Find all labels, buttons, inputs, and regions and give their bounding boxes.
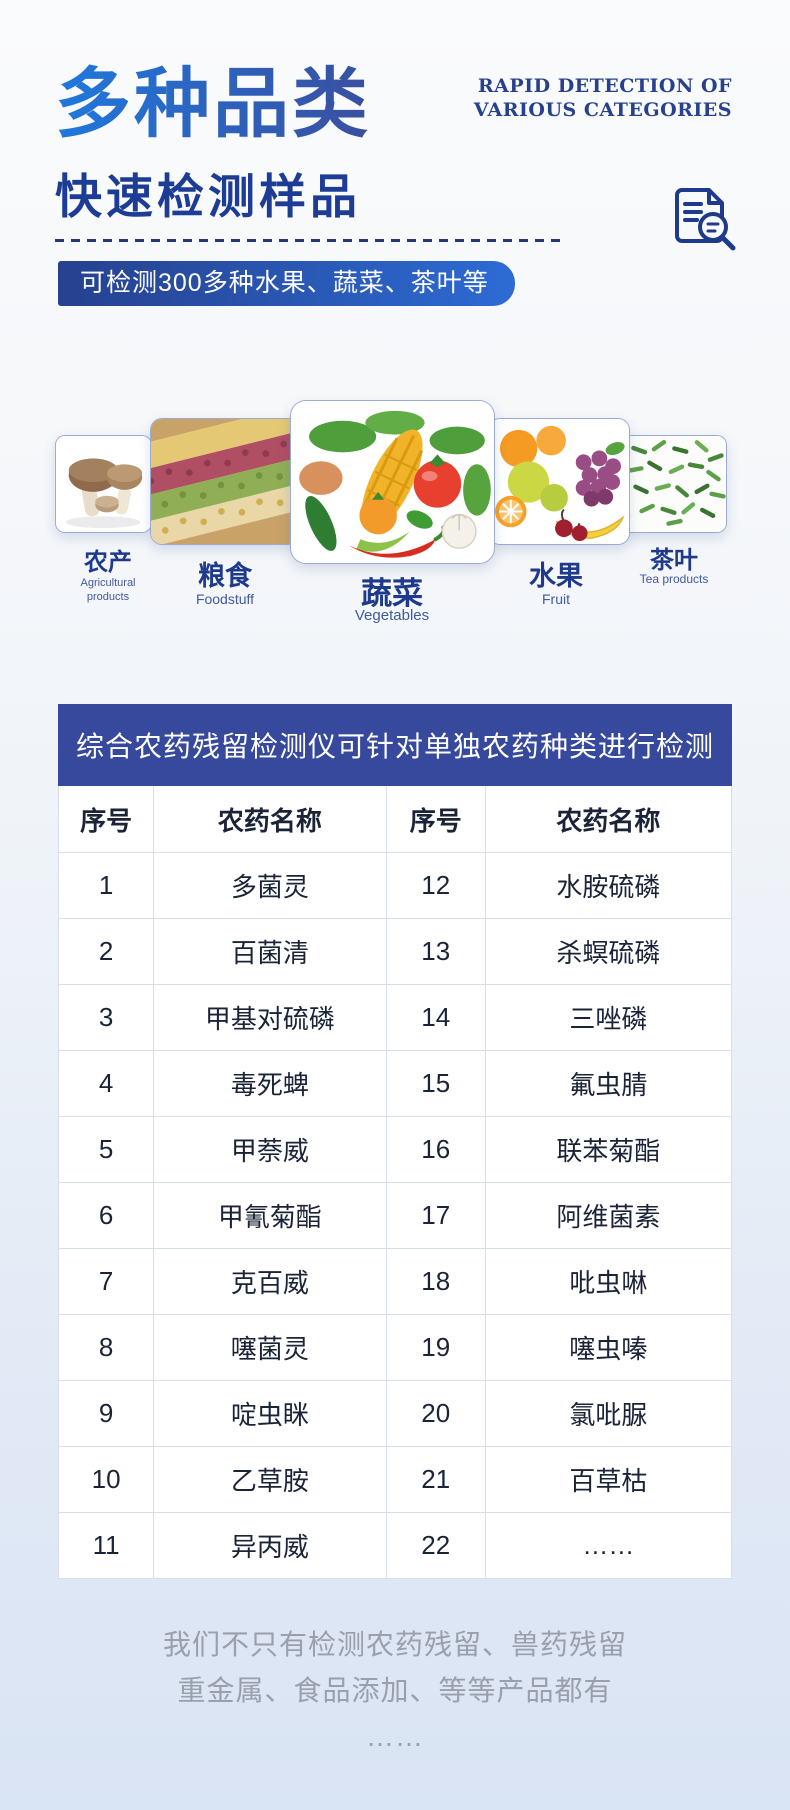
category-sublabel-agricultural: Agricultural products xyxy=(80,577,136,603)
serial-cell: 21 xyxy=(386,1447,485,1512)
capability-banner: 可检测300多种水果、蔬菜、茶叶等 xyxy=(58,261,515,306)
column-header-serial-right: 序号 xyxy=(386,786,485,852)
serial-cell: 3 xyxy=(59,985,154,1050)
serial-cell: 22 xyxy=(386,1513,485,1578)
serial-cell: 15 xyxy=(386,1051,485,1116)
serial-cell: 20 xyxy=(386,1381,485,1446)
serial-cell: 5 xyxy=(59,1117,154,1182)
category-label-agricultural: 农产 xyxy=(84,549,132,576)
tea-card xyxy=(622,435,727,533)
vegetables-card xyxy=(290,400,495,564)
document-magnifier-icon xyxy=(675,188,736,251)
pesticide-name-cell: 百菌清 xyxy=(154,919,386,984)
serial-cell: 9 xyxy=(59,1381,154,1446)
tea-leaves-photo xyxy=(623,436,726,532)
pesticide-name-cell: 乙草胺 xyxy=(154,1447,386,1512)
pesticide-name-cell: 甲基对硫磷 xyxy=(154,985,386,1050)
serial-cell: 1 xyxy=(59,853,154,918)
category-label-vegetables: 蔬菜 xyxy=(361,576,423,611)
footer-line1: 我们不只有检测农药残留、兽药残留 xyxy=(162,1629,627,1660)
pesticide-name-cell: 杀螟硫磷 xyxy=(485,919,731,984)
pesticide-name-cell: 阿维菌素 xyxy=(485,1183,731,1248)
serial-cell: 14 xyxy=(386,985,485,1050)
foodstuff-card xyxy=(150,418,300,545)
pesticide-name-cell: 毒死蜱 xyxy=(154,1051,386,1116)
category-sublabel-tea: Tea products xyxy=(639,572,709,586)
footer-note: 我们不只有检测农药残留、兽药残留 重金属、食品添加、等等产品都有 …… xyxy=(0,1622,790,1760)
pesticide-name-cell: 异丙威 xyxy=(154,1513,386,1578)
dashed-divider xyxy=(55,239,560,242)
pesticide-table-title: 综合农药残留检测仪可针对单独农药种类进行检测 xyxy=(58,704,732,786)
serial-cell: 13 xyxy=(386,919,485,984)
serial-cell: 17 xyxy=(386,1183,485,1248)
pesticide-name-cell: 噻虫嗪 xyxy=(485,1315,731,1380)
column-header-name-left: 农药名称 xyxy=(154,786,386,852)
mushrooms-photo xyxy=(56,436,151,532)
serial-cell: 12 xyxy=(386,853,485,918)
serial-cell: 19 xyxy=(386,1315,485,1380)
english-title-line1: RAPID DETECTION OF xyxy=(477,75,732,97)
english-title-line2: VARIOUS CATEGORIES xyxy=(473,99,732,121)
serial-cell: 4 xyxy=(59,1051,154,1116)
pesticide-name-cell: 联苯菊酯 xyxy=(485,1117,731,1182)
serial-cell: 7 xyxy=(59,1249,154,1314)
fruits-photo xyxy=(489,419,629,544)
pesticide-name-cell: 氯吡脲 xyxy=(485,1381,731,1446)
pesticide-name-cell: …… xyxy=(485,1513,731,1578)
pesticide-table: 综合农药残留检测仪可针对单独农药种类进行检测 序号 农药名称 序号 农药名称 1… xyxy=(58,704,732,1579)
footer-line2: 重金属、食品添加、等等产品都有 xyxy=(177,1675,613,1706)
serial-cell: 11 xyxy=(59,1513,154,1578)
serial-cell: 16 xyxy=(386,1117,485,1182)
english-title: RAPID DETECTION OF VARIOUS CATEGORIES xyxy=(474,74,732,122)
serial-cell: 18 xyxy=(386,1249,485,1314)
pesticide-name-cell: 噻菌灵 xyxy=(154,1315,386,1380)
pesticide-name-cell: 三唑磷 xyxy=(485,985,731,1050)
category-sublabel-foodstuff: Foodstuff xyxy=(195,591,255,607)
page-subtitle: 快速检测样品 xyxy=(55,170,361,225)
vegetables-photo xyxy=(291,401,494,563)
grains-photo xyxy=(151,419,299,544)
serial-cell: 8 xyxy=(59,1315,154,1380)
serial-cell: 6 xyxy=(59,1183,154,1248)
category-sublabel-fruit: Fruit xyxy=(542,591,570,607)
serial-cell: 10 xyxy=(59,1447,154,1512)
page-title: 多种品类 xyxy=(55,59,371,148)
pesticide-table-body: 序号 农药名称 序号 农药名称 1 多菌灵 12 水胺硫磷 2 百菌清 13 杀螟硫磷 3 甲基对… xyxy=(58,786,732,1579)
pesticide-name-cell: 百草枯 xyxy=(485,1447,731,1512)
footer-line3: …… xyxy=(366,1721,424,1752)
category-label-fruit: 水果 xyxy=(529,561,583,591)
category-sublabel-vegetables: Vegetables xyxy=(354,607,430,624)
pesticide-name-cell: 甲氰菊酯 xyxy=(154,1183,386,1248)
pesticide-name-cell: 多菌灵 xyxy=(154,853,386,918)
pesticide-name-cell: 啶虫眯 xyxy=(154,1381,386,1446)
pesticide-name-cell: 甲萘威 xyxy=(154,1117,386,1182)
pesticide-name-cell: 氟虫腈 xyxy=(485,1051,731,1116)
column-header-name-right: 农药名称 xyxy=(485,786,731,852)
serial-cell: 2 xyxy=(59,919,154,984)
fruit-card xyxy=(488,418,630,545)
pesticide-name-cell: 水胺硫磷 xyxy=(485,853,731,918)
category-label-foodstuff: 粮食 xyxy=(198,561,252,591)
category-label-tea: 茶叶 xyxy=(650,547,698,574)
agricultural-products-card xyxy=(55,435,152,533)
pesticide-name-cell: 克百威 xyxy=(154,1249,386,1314)
pesticide-name-cell: 吡虫啉 xyxy=(485,1249,731,1314)
column-header-serial-left: 序号 xyxy=(59,786,154,852)
